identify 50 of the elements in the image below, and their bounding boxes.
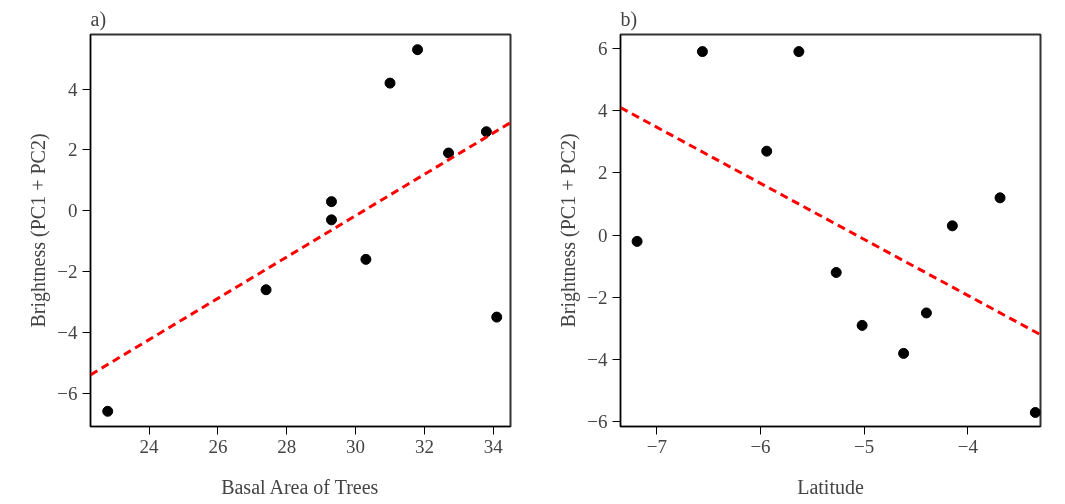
x-tick-label: 30 <box>346 435 366 457</box>
point <box>761 145 773 157</box>
point <box>443 147 455 159</box>
point <box>856 319 868 331</box>
x-tick-label: −7 <box>646 435 667 457</box>
y-tick-label: 6 <box>598 38 608 59</box>
point <box>1029 407 1041 418</box>
y-tick-label: 0 <box>68 200 78 222</box>
y-tick-label: −4 <box>587 349 608 371</box>
point <box>360 253 372 265</box>
point <box>412 44 424 56</box>
point <box>793 46 805 58</box>
y-axis-title: Brightness (PC1 + PC2) <box>557 133 581 328</box>
x-tick-label: 26 <box>208 435 228 457</box>
point <box>696 46 708 58</box>
x-tick-label: 28 <box>277 435 297 457</box>
x-axis-title: Basal Area of Trees <box>221 475 379 498</box>
point <box>480 126 492 138</box>
point <box>898 347 910 359</box>
y-tick-label: −4 <box>57 321 78 343</box>
y-axis-title: Brightness (PC1 + PC2) <box>27 133 51 328</box>
y-tick-label: 2 <box>68 139 78 161</box>
point <box>631 235 643 247</box>
point <box>994 192 1006 204</box>
x-tick-label: −5 <box>854 435 875 457</box>
point <box>830 267 842 278</box>
x-tick-label: 34 <box>483 435 504 457</box>
y-tick-label: −6 <box>587 411 608 433</box>
point <box>920 307 932 319</box>
x-axis-title: Latitude <box>797 475 864 498</box>
x-tick-label: −4 <box>957 435 979 457</box>
point <box>102 405 114 417</box>
y-tick-label: 2 <box>598 162 608 184</box>
x-tick-label: −6 <box>750 435 771 457</box>
y-tick-label: −6 <box>57 382 78 404</box>
point <box>325 214 337 226</box>
y-tick-label: −2 <box>587 286 608 308</box>
point <box>384 77 396 89</box>
point <box>946 220 958 232</box>
x-tick-label: 24 <box>139 435 160 457</box>
chart-title: b) <box>620 7 638 31</box>
y-tick-label: 0 <box>598 224 608 246</box>
point <box>260 284 272 296</box>
point <box>491 311 503 323</box>
point <box>325 196 337 208</box>
y-tick-label: 4 <box>598 100 608 122</box>
x-tick-label: 32 <box>414 435 434 457</box>
y-tick-label: −2 <box>57 261 78 283</box>
chart-title: a) <box>90 7 107 31</box>
y-tick-label: 4 <box>68 78 78 100</box>
